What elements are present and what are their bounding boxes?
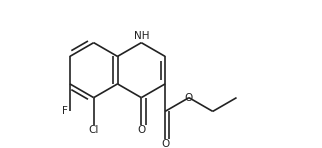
Text: O: O bbox=[161, 139, 169, 148]
Text: O: O bbox=[185, 93, 193, 103]
Text: NH: NH bbox=[134, 31, 149, 41]
Text: O: O bbox=[137, 125, 146, 135]
Text: F: F bbox=[62, 106, 68, 116]
Text: Cl: Cl bbox=[89, 125, 99, 135]
